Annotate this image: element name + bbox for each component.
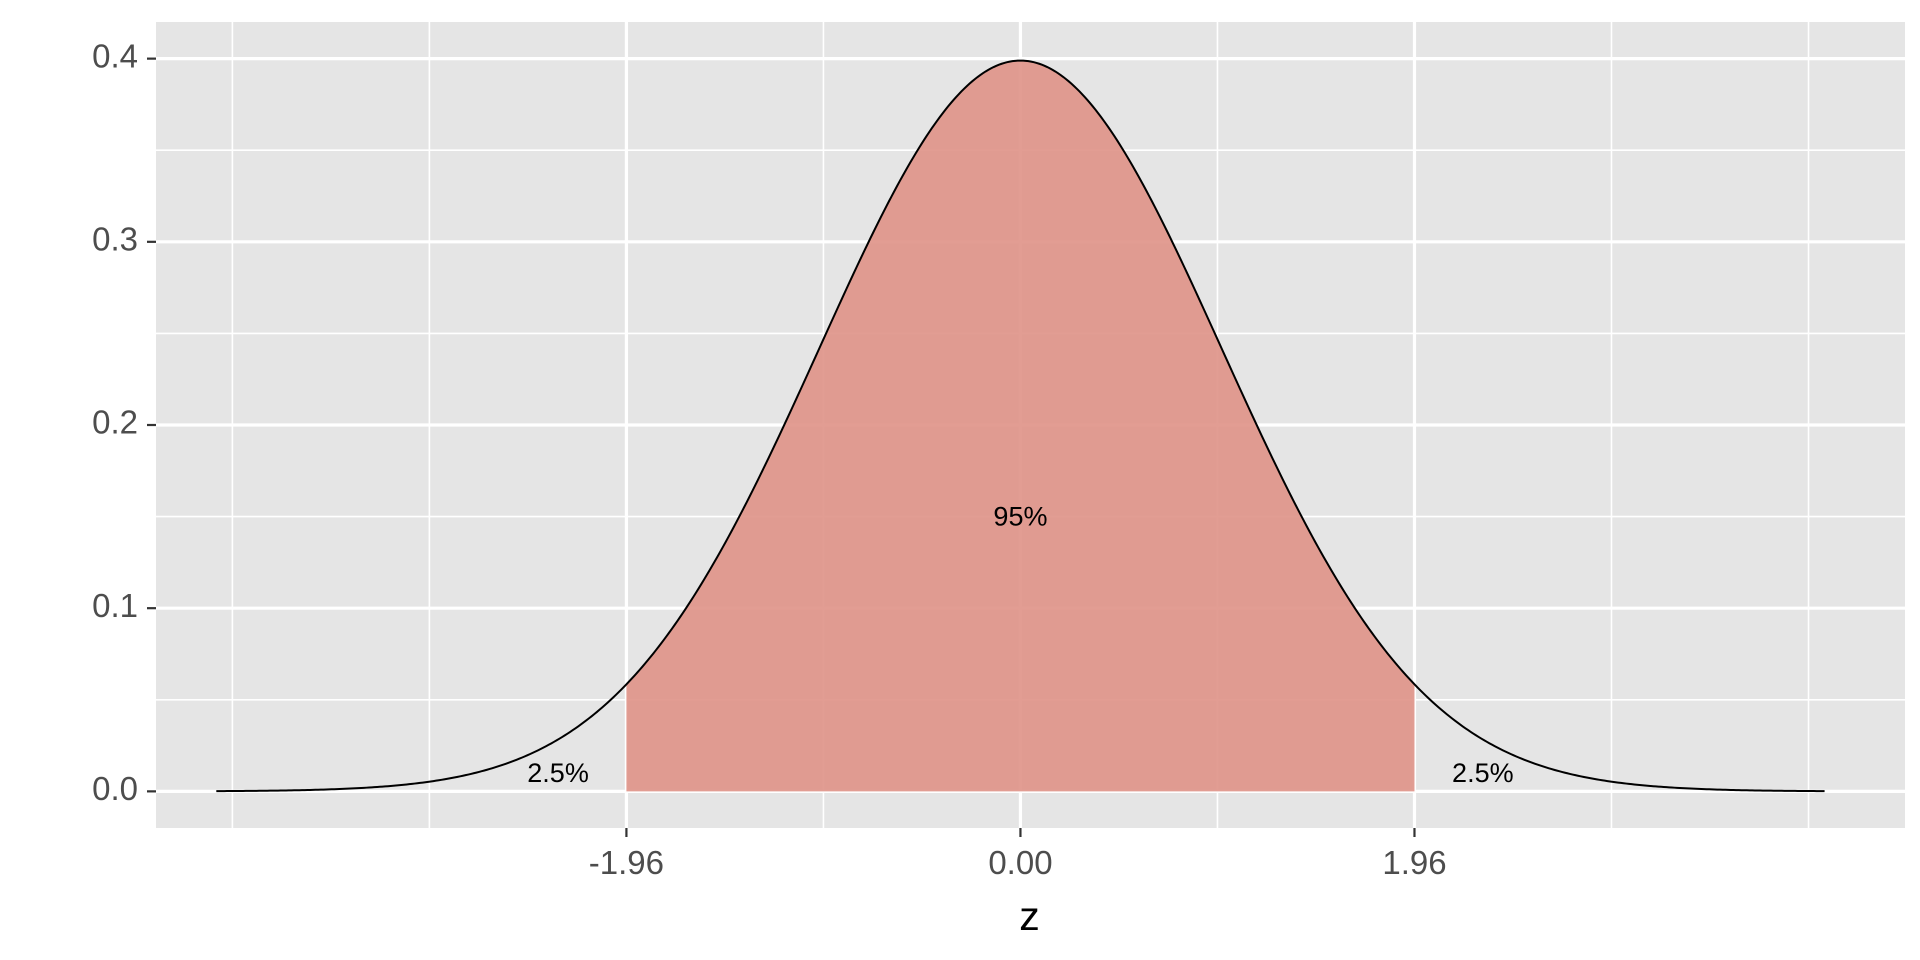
region-annotations: 2.5% 95% 2.5%: [527, 502, 1513, 788]
x-axis: -1.96 0.00 1.96: [589, 828, 1447, 881]
y-tick-label: 0.4: [92, 37, 138, 74]
x-tick-label: 1.96: [1382, 844, 1446, 881]
y-tick-label: 0.1: [92, 587, 138, 624]
y-tick-label: 0.0: [92, 770, 138, 807]
density-curve-line: [216, 59, 1825, 793]
annotation-label-2: 2.5%: [1452, 758, 1514, 788]
annotation-label-1: 95%: [993, 502, 1047, 532]
shaded-95-percent-region: [626, 60, 1415, 792]
x-tick-label: 0.00: [988, 844, 1052, 881]
y-tick-label: 0.2: [92, 404, 138, 441]
x-tick-label: -1.96: [589, 844, 664, 881]
x-axis-title: z: [1019, 893, 1040, 939]
y-tick-label: 0.3: [92, 221, 138, 258]
annotation-label-0: 2.5%: [527, 758, 589, 788]
y-axis: 0.0 0.1 0.2 0.3 0.4: [92, 37, 156, 807]
